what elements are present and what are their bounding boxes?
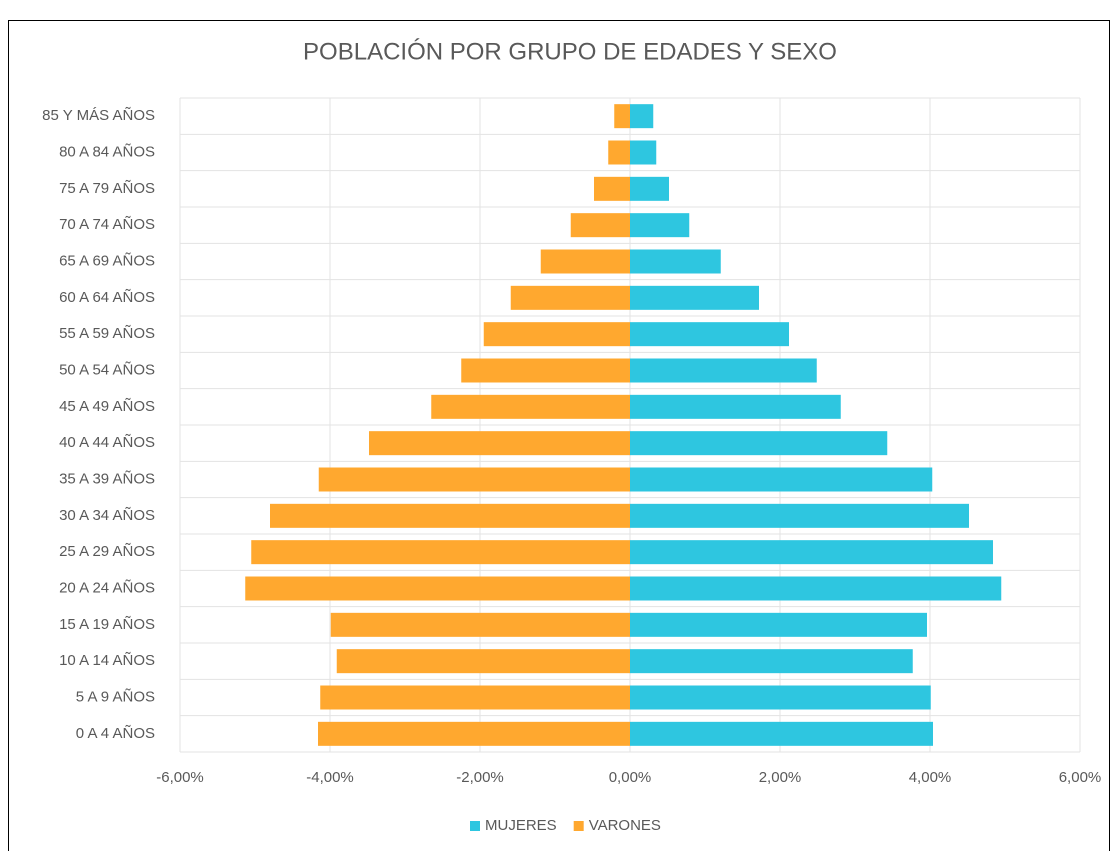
bar xyxy=(630,213,690,238)
bar xyxy=(630,540,993,565)
x-tick-label: -6,00% xyxy=(156,769,204,786)
y-tick-label: 35 A 39 AÑOS xyxy=(59,470,155,487)
x-tick-label: -2,00% xyxy=(456,769,504,786)
bar xyxy=(630,649,913,674)
y-tick-label: 30 A 34 AÑOS xyxy=(59,507,155,524)
bar xyxy=(630,104,654,129)
y-tick-label: 45 A 49 AÑOS xyxy=(59,398,155,415)
y-tick-label: 0 A 4 AÑOS xyxy=(76,725,155,742)
bar xyxy=(630,394,841,419)
y-tick-label: 85 Y MÁS AÑOS xyxy=(42,107,155,124)
bar xyxy=(608,140,630,165)
y-tick-label: 20 A 24 AÑOS xyxy=(59,579,155,596)
y-tick-label: 40 A 44 AÑOS xyxy=(59,434,155,451)
bar xyxy=(570,213,630,238)
bar xyxy=(630,576,1002,601)
y-tick-label: 65 A 69 AÑOS xyxy=(59,252,155,269)
bar xyxy=(630,503,969,528)
bar xyxy=(431,394,630,419)
chart-title: POBLACIÓN POR GRUPO DE EDADES Y SEXO xyxy=(303,38,837,65)
bar xyxy=(245,576,630,601)
bar xyxy=(630,467,933,492)
bar xyxy=(320,685,630,710)
bar xyxy=(251,540,630,565)
bar xyxy=(630,249,721,274)
bar xyxy=(270,503,630,528)
y-tick-label: 15 A 19 AÑOS xyxy=(59,616,155,633)
bar xyxy=(630,431,888,456)
bar xyxy=(630,721,933,746)
bar xyxy=(630,176,669,201)
bar xyxy=(594,176,630,201)
x-tick-label: 0,00% xyxy=(609,769,652,786)
bar xyxy=(318,467,630,492)
x-tick-label: 6,00% xyxy=(1059,769,1102,786)
bar xyxy=(318,721,630,746)
x-tick-label: -4,00% xyxy=(306,769,354,786)
legend-label: MUJERES xyxy=(485,817,557,834)
y-tick-label: 10 A 14 AÑOS xyxy=(59,652,155,669)
legend-label: VARONES xyxy=(589,817,661,834)
bar xyxy=(510,285,630,310)
bar xyxy=(336,649,630,674)
legend-swatch xyxy=(573,821,584,831)
y-tick-label: 80 A 84 AÑOS xyxy=(59,143,155,160)
bar xyxy=(330,612,630,637)
bar xyxy=(540,249,630,274)
bar xyxy=(630,612,927,637)
bar xyxy=(483,322,630,347)
x-tick-label: 2,00% xyxy=(759,769,802,786)
y-tick-label: 70 A 74 AÑOS xyxy=(59,216,155,233)
bar xyxy=(630,685,931,710)
bar xyxy=(461,358,630,383)
bar xyxy=(369,431,630,456)
bar xyxy=(630,322,789,347)
bar xyxy=(630,140,657,165)
y-tick-label: 60 A 64 AÑOS xyxy=(59,289,155,306)
bar xyxy=(630,285,759,310)
y-tick-label: 75 A 79 AÑOS xyxy=(59,180,155,197)
bar xyxy=(630,358,817,383)
legend-swatch xyxy=(470,821,480,831)
bar xyxy=(614,104,630,129)
y-tick-label: 50 A 54 AÑOS xyxy=(59,361,155,378)
x-tick-label: 4,00% xyxy=(909,769,952,786)
y-tick-label: 25 A 29 AÑOS xyxy=(59,543,155,560)
y-tick-label: 55 A 59 AÑOS xyxy=(59,325,155,342)
y-tick-label: 5 A 9 AÑOS xyxy=(76,688,155,705)
